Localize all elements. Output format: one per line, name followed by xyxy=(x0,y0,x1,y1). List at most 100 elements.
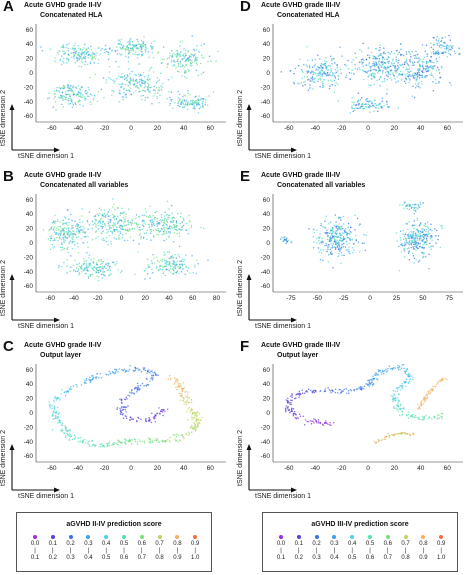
data-point xyxy=(366,98,368,100)
data-point xyxy=(398,393,400,395)
data-point xyxy=(140,236,143,238)
data-point xyxy=(374,69,377,71)
data-point xyxy=(371,63,374,65)
data-point xyxy=(130,93,133,96)
data-point xyxy=(341,254,343,257)
data-point xyxy=(348,229,351,232)
data-point xyxy=(62,228,65,231)
data-point xyxy=(133,370,135,372)
data-point xyxy=(136,391,138,393)
data-point xyxy=(63,237,65,240)
data-point xyxy=(405,381,407,384)
data-point xyxy=(319,72,321,75)
data-point xyxy=(138,439,140,441)
data-point xyxy=(322,70,324,72)
data-point xyxy=(169,436,171,439)
data-point xyxy=(65,435,67,437)
data-point xyxy=(179,98,181,100)
data-point xyxy=(164,262,166,264)
data-point xyxy=(69,230,71,233)
data-point xyxy=(85,273,88,275)
data-point xyxy=(185,99,188,101)
data-point xyxy=(58,266,60,269)
data-point xyxy=(352,103,355,106)
data-point xyxy=(110,240,112,243)
data-point xyxy=(176,388,178,391)
data-point xyxy=(161,58,164,61)
data-point xyxy=(80,225,82,228)
data-point xyxy=(126,79,128,82)
data-point xyxy=(123,91,125,94)
data-point xyxy=(408,372,410,375)
data-point xyxy=(166,213,168,216)
data-point xyxy=(411,95,414,97)
data-point xyxy=(156,220,159,223)
data-point xyxy=(401,364,404,366)
data-point xyxy=(140,95,142,97)
data-point xyxy=(142,40,145,43)
legend-item: 0.6 | 0.7 xyxy=(380,535,396,562)
data-point xyxy=(202,106,204,108)
data-point xyxy=(68,87,71,89)
data-point xyxy=(412,237,414,240)
data-point xyxy=(378,60,380,63)
data-point xyxy=(121,409,124,411)
data-point xyxy=(423,224,425,227)
x-tick-label: -60 xyxy=(46,295,56,302)
data-point xyxy=(160,408,163,411)
x-tick-label: -40 xyxy=(310,125,320,132)
data-point xyxy=(364,106,367,108)
data-point xyxy=(77,269,80,272)
y-tick-label: -60 xyxy=(261,453,271,460)
data-point xyxy=(426,240,429,242)
data-point xyxy=(140,45,142,47)
data-point xyxy=(203,56,205,59)
data-point xyxy=(144,85,147,88)
data-point xyxy=(166,224,169,227)
data-point xyxy=(173,377,176,379)
data-point xyxy=(79,440,81,443)
panel-a: A Acute GVHD grade II-IV Concatenated HLA -… xyxy=(0,0,237,170)
data-point xyxy=(300,68,303,71)
data-point xyxy=(412,413,414,416)
data-point xyxy=(75,103,77,106)
y-tick-label: 20 xyxy=(263,56,271,63)
data-point xyxy=(382,62,385,65)
data-point xyxy=(170,256,172,258)
data-point xyxy=(153,236,155,238)
data-point xyxy=(158,441,160,443)
data-point xyxy=(191,54,193,56)
data-point xyxy=(339,236,341,239)
data-point xyxy=(141,220,144,222)
data-point xyxy=(143,442,146,444)
data-point xyxy=(397,406,400,408)
y-arrow-head xyxy=(246,274,252,280)
data-point xyxy=(181,75,183,77)
data-point xyxy=(329,240,331,242)
data-point xyxy=(110,243,112,245)
data-point xyxy=(188,396,190,399)
data-point xyxy=(282,236,284,239)
data-point xyxy=(316,237,318,240)
legend-title: aGVHD III-IV prediction score xyxy=(311,521,409,528)
data-point xyxy=(179,263,181,266)
data-point xyxy=(405,205,407,208)
data-point xyxy=(151,52,154,54)
data-point xyxy=(289,411,291,414)
data-point xyxy=(143,385,145,387)
data-point xyxy=(331,226,334,229)
data-point xyxy=(411,241,413,244)
data-point xyxy=(428,229,430,231)
data-point xyxy=(327,248,329,250)
data-point xyxy=(67,231,70,234)
data-point xyxy=(413,220,416,222)
data-point xyxy=(402,363,405,366)
data-point xyxy=(432,51,435,53)
data-point xyxy=(393,397,396,400)
data-point xyxy=(124,406,126,408)
data-point xyxy=(400,79,403,81)
data-point xyxy=(93,269,95,272)
data-point xyxy=(113,443,115,445)
data-point xyxy=(419,235,422,237)
data-point xyxy=(116,226,118,229)
